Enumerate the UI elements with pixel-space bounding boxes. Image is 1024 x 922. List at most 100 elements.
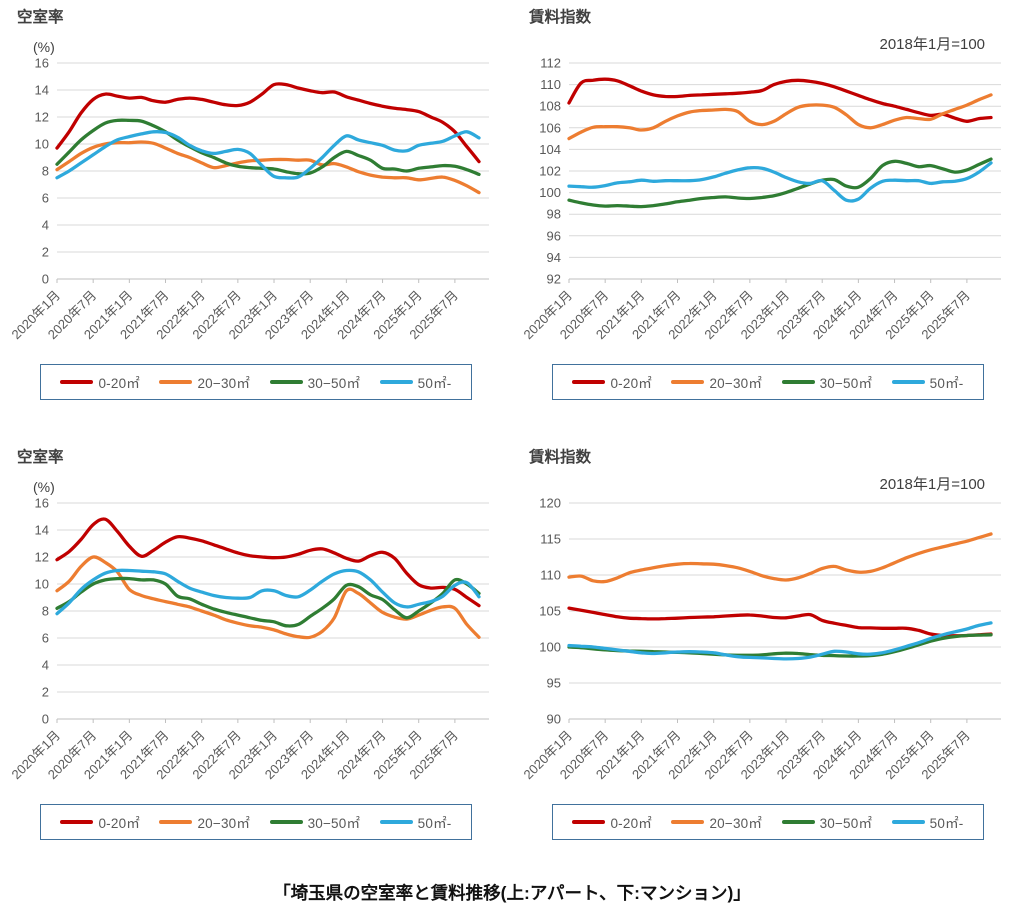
- y-tick-label: 90: [547, 712, 561, 727]
- y-axis-labels: 0 2 4 6 8 10 12 14 16: [35, 56, 49, 287]
- y-tick-label: 108: [539, 99, 561, 114]
- legend-item-label: 50㎡-: [929, 816, 964, 831]
- y-tick-label: 2: [42, 685, 49, 700]
- legend-item-label: 30−50㎡: [307, 376, 361, 391]
- line-swatch-blue-icon: [379, 380, 413, 384]
- y-tick-label: 14: [35, 83, 49, 98]
- base-period-note: 2018年1月=100: [880, 36, 986, 53]
- chart-title: 空室率: [17, 7, 64, 26]
- y-tick-label: 12: [35, 110, 49, 125]
- y-tick-label: 4: [42, 218, 49, 233]
- legend-item-label: 30−50㎡: [819, 816, 873, 831]
- y-tick-label: 16: [35, 56, 49, 71]
- y-tick-label: 14: [35, 523, 49, 538]
- legend-item-label: 0-20㎡: [98, 816, 140, 831]
- apartment-vacancy-chart: 空室率 (%) 0 2 4 6 8 10 12 14 16 2020年1月2020年7月2021年1月…: [9, 7, 489, 343]
- legend-item-label: 30−50㎡: [307, 816, 361, 831]
- legend-item: 30−50㎡: [269, 812, 361, 832]
- line-swatch-orange-icon: [671, 380, 705, 384]
- x-axis-labels: 2020年1月2020年7月2021年1月2021年7月2022年1月2022年…: [9, 288, 461, 343]
- legend-item-label: 0-20㎡: [610, 816, 652, 831]
- line-swatch-red-icon: [60, 380, 94, 384]
- series-line-20−30㎡: [567, 532, 993, 584]
- y-axis-labels: 92 94 96 98 100 102 104 106 108 110 112: [539, 56, 561, 287]
- x-axis-labels: 2020年1月2020年7月2021年1月2021年7月2022年1月2022年…: [521, 288, 973, 343]
- line-swatch-blue-icon: [379, 820, 413, 824]
- mansion-vacancy-panel: 空室率 (%) 0 2 4 6 8 10 12 14 16 2020年1月 2020年7月 2021年1月…: [0, 440, 512, 880]
- legend-item-label: 0-20㎡: [610, 376, 652, 391]
- y-tick-label: 104: [539, 142, 561, 157]
- y-tick-label: 16: [35, 496, 49, 511]
- legend-item: 30−50㎡: [269, 372, 361, 392]
- y-tick-label: 115: [540, 532, 561, 547]
- legend-mansion-vacancy: 0-20㎡ 20−30㎡ 30−50㎡ 50㎡-: [40, 804, 472, 840]
- series-line-50㎡-: [55, 568, 481, 616]
- y-tick-label: 6: [42, 631, 49, 646]
- legend-item-label: 20−30㎡: [197, 376, 251, 391]
- y-axis-unit-label: (%): [33, 39, 55, 55]
- x-axis-ticks: [56, 279, 456, 283]
- line-swatch-orange-icon: [159, 380, 193, 384]
- line-swatch-green-icon: [269, 820, 303, 824]
- apartment-vacancy-panel: 空室率 (%) 0 2 4 6 8 10 12 14 16 2020年1月 2020年7月 2021年1月…: [0, 0, 512, 440]
- chart-title: 賃料指数: [528, 447, 592, 466]
- figure-caption: 「埼玉県の空室率と賃料推移(上:アパート、下:マンション)」: [273, 883, 751, 903]
- y-tick-label: 105: [539, 604, 561, 619]
- y-tick-label: 0: [42, 712, 49, 727]
- legend-item-label: 0-20㎡: [98, 376, 140, 391]
- apartment-rent-index-chart: 賃料指数 2018年1月=100 92 94 96 98 100 102 104 106 108 11…: [521, 7, 1001, 343]
- chart-title: 空室率: [17, 447, 64, 466]
- base-period-note: 2018年1月=100: [880, 476, 986, 493]
- series-line-0-20㎡: [567, 606, 993, 638]
- series-line-50㎡-: [55, 130, 481, 180]
- legend-item-label: 30−50㎡: [819, 376, 873, 391]
- legend-item: 20−30㎡: [159, 812, 250, 832]
- legend-item: 30−50㎡: [781, 812, 873, 832]
- legend-mansion-rent-index: 0-20㎡ 20−30㎡ 30−50㎡ 50㎡-: [552, 804, 984, 840]
- series-line-50㎡-: [567, 621, 993, 661]
- y-tick-label: 95: [547, 676, 561, 691]
- y-tick-label: 94: [547, 250, 561, 265]
- line-swatch-green-icon: [269, 380, 303, 384]
- y-tick-label: 10: [35, 137, 49, 152]
- line-swatch-green-icon: [781, 820, 815, 824]
- legend-item: 50㎡-: [379, 812, 452, 832]
- line-swatch-orange-icon: [159, 820, 193, 824]
- y-axis-unit-label: (%): [33, 479, 55, 495]
- series-line-0-20㎡: [55, 517, 481, 608]
- line-swatch-orange-icon: [671, 820, 705, 824]
- legend-item: 30−50㎡: [781, 372, 873, 392]
- mansion-rent-index-chart: 賃料指数 2018年1月=100 90 95 100 105 110 115 120 2020年1…: [521, 447, 1001, 783]
- apartment-rent-index-panel: 賃料指数 2018年1月=100 92 94 96 98 100 102 104 106 108 11…: [512, 0, 1024, 440]
- x-axis-ticks: [56, 719, 456, 723]
- series-line-0-20㎡: [55, 82, 481, 164]
- series-line-30−50㎡: [567, 157, 993, 209]
- legend-item-label: 50㎡-: [417, 816, 452, 831]
- x-axis-ticks: [568, 279, 968, 283]
- line-swatch-red-icon: [572, 820, 606, 824]
- legend-item: 50㎡-: [891, 372, 964, 392]
- x-axis-labels: 2020年1月2020年7月2021年1月2021年7月2022年1月2022年…: [521, 728, 973, 783]
- y-tick-label: 106: [539, 120, 561, 135]
- line-swatch-red-icon: [572, 380, 606, 384]
- legend-item: 20−30㎡: [159, 372, 250, 392]
- y-tick-label: 120: [539, 496, 561, 511]
- series-line-30−50㎡: [55, 576, 481, 628]
- legend-item-label: 20−30㎡: [709, 376, 763, 391]
- series-line-0-20㎡: [567, 77, 993, 123]
- y-tick-label: 110: [540, 568, 561, 583]
- line-swatch-red-icon: [60, 820, 94, 824]
- y-tick-label: 112: [540, 56, 561, 71]
- line-swatch-blue-icon: [891, 380, 925, 384]
- y-tick-label: 8: [42, 604, 49, 619]
- x-axis-labels: 2020年1月2020年7月2021年1月2021年7月2022年1月2022年…: [9, 728, 461, 783]
- legend-item: 0-20㎡: [572, 372, 652, 392]
- legend-item: 0-20㎡: [572, 812, 652, 832]
- y-tick-label: 100: [539, 185, 561, 200]
- y-tick-label: 100: [539, 640, 561, 655]
- legend-apartment-vacancy: 0-20㎡ 20−30㎡ 30−50㎡ 50㎡-: [40, 364, 472, 400]
- legend-item-label: 50㎡-: [417, 376, 452, 391]
- gridlines: [569, 502, 1001, 720]
- y-tick-label: 92: [547, 272, 561, 287]
